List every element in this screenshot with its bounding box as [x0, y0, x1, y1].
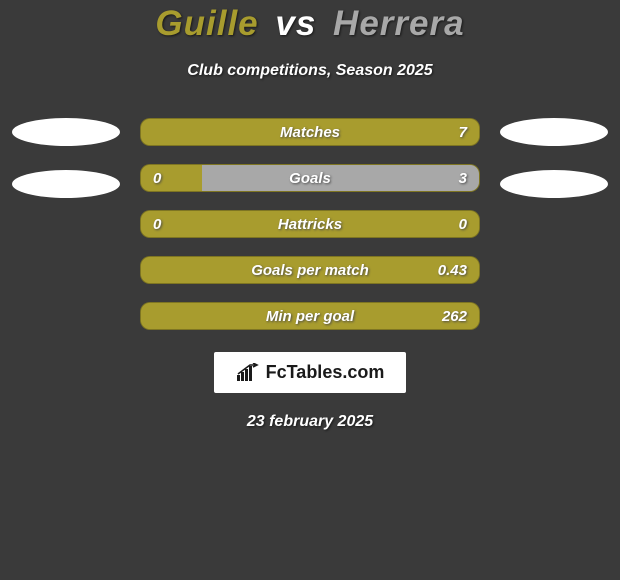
bar-fill-left [141, 211, 479, 237]
player1-name: Guille [155, 4, 258, 43]
left-ellipse-col [12, 118, 120, 198]
stat-value-right: 262 [430, 303, 479, 329]
bar-fill-right [202, 165, 479, 191]
stat-bars: Matches7 0Goals3 0Hattricks0 Goals per matc… [140, 118, 480, 330]
stat-value-right: 7 [447, 119, 479, 145]
stat-bar: 0Goals3 [140, 164, 480, 192]
player2-name: Herrera [333, 4, 465, 43]
right-ellipse-1 [500, 118, 608, 146]
main-title: Guille vs Herrera [155, 4, 464, 44]
date: 23 february 2025 [247, 413, 373, 431]
infographic-container: Guille vs Herrera Club competitions, Sea… [0, 0, 620, 431]
stat-value-right: 0.43 [426, 257, 479, 283]
chart-area: Matches7 0Goals3 0Hattricks0 Goals per matc… [0, 118, 620, 330]
subtitle: Club competitions, Season 2025 [187, 62, 432, 80]
left-ellipse-2 [12, 170, 120, 198]
logo-box: FcTables.com [214, 352, 407, 393]
right-ellipse-col [500, 118, 608, 198]
stat-bar: Min per goal262 [140, 302, 480, 330]
bar-fill-left [141, 119, 479, 145]
stat-bar: Matches7 [140, 118, 480, 146]
stat-bar: Goals per match0.43 [140, 256, 480, 284]
stat-value-left: 0 [141, 211, 173, 237]
right-ellipse-2 [500, 170, 608, 198]
stat-bar: 0Hattricks0 [140, 210, 480, 238]
chart-icon [236, 363, 260, 383]
stat-value-right: 0 [447, 211, 479, 237]
bar-fill-left [141, 303, 479, 329]
left-ellipse-1 [12, 118, 120, 146]
vs-text: vs [275, 4, 316, 43]
stat-value-left: 0 [141, 165, 173, 191]
stat-value-right: 3 [447, 165, 479, 191]
logo-text: FcTables.com [266, 362, 385, 383]
